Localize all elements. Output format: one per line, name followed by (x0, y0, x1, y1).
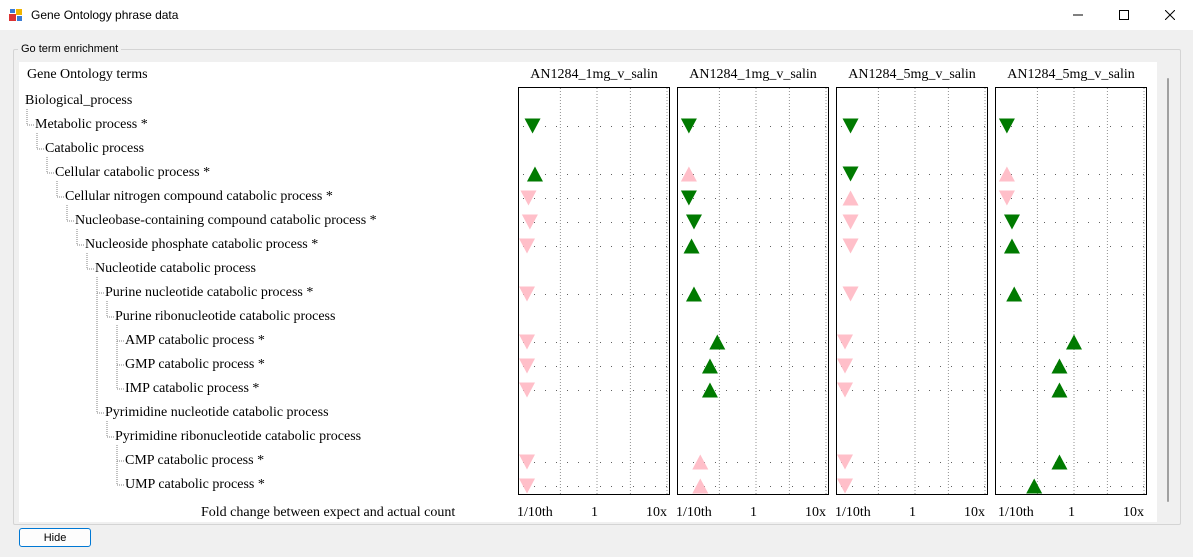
minimize-button[interactable] (1055, 0, 1101, 30)
x-axis-label: Fold change between expect and actual co… (201, 505, 456, 520)
triangle-down-marker (837, 358, 853, 374)
triangle-down-marker (842, 214, 859, 230)
triangle-down-marker (524, 118, 541, 134)
tree-item[interactable]: CMP catabolic process * (125, 453, 265, 468)
triangle-down-marker (842, 286, 859, 302)
triangle-down-marker (837, 454, 853, 470)
tree-item[interactable]: Catabolic process (45, 141, 145, 156)
triangle-up-marker (1066, 334, 1082, 350)
triangle-down-marker (680, 118, 697, 134)
triangle-down-marker (837, 382, 853, 398)
triangle-up-marker (998, 166, 1015, 182)
minimize-icon (1073, 14, 1083, 16)
fold-change-plot (677, 87, 829, 495)
tree-item[interactable]: Nucleoside phosphate catabolic process * (85, 237, 319, 252)
triangle-up-marker (1051, 382, 1068, 398)
triangle-up-marker (709, 334, 726, 350)
tick-label: 1 (1068, 505, 1075, 520)
triangle-down-marker (519, 334, 535, 350)
tick-label: 1/10th (676, 505, 712, 520)
triangle-up-marker (683, 238, 700, 254)
triangle-down-marker (519, 358, 535, 374)
enrichment-panel: Gene Ontology terms Biological_process Me… (19, 62, 1157, 522)
tick-label: 1/10th (835, 505, 871, 520)
triangle-up-marker (680, 166, 697, 182)
triangle-down-marker (520, 190, 537, 206)
close-icon (1165, 10, 1175, 20)
triangle-down-marker (685, 214, 702, 230)
tick-label: 10x (646, 505, 667, 520)
fold-change-plot (836, 87, 988, 495)
triangle-down-marker (519, 382, 535, 398)
triangle-up-marker (701, 382, 718, 398)
triangle-up-marker (692, 454, 709, 470)
triangle-down-marker (1003, 214, 1020, 230)
close-button[interactable] (1147, 0, 1193, 30)
triangle-down-marker (519, 238, 535, 254)
triangle-down-marker (998, 118, 1015, 134)
tree-item[interactable]: AMP catabolic process * (125, 333, 265, 348)
tree-connector-lines (26, 109, 125, 486)
tick-label: 10x (964, 505, 985, 520)
vertical-scrollbar[interactable] (1167, 78, 1169, 502)
tick-label: 10x (805, 505, 826, 520)
enrichment-groupbox (13, 49, 1181, 525)
triangle-down-marker (680, 190, 697, 206)
triangle-up-marker (1003, 238, 1020, 254)
triangle-up-marker (1006, 286, 1023, 302)
tick-label: 1 (591, 505, 598, 520)
triangle-down-marker (842, 166, 859, 182)
tree-item[interactable]: Pyrimidine nucleotide catabolic process (105, 405, 329, 420)
triangle-down-marker (842, 118, 859, 134)
tree-item[interactable]: Nucleobase-containing compound catabolic… (75, 213, 377, 228)
tree-item[interactable]: Nucleotide catabolic process (95, 261, 256, 276)
tree-item[interactable]: Purine ribonucleotide catabolic process (115, 309, 336, 324)
tree-item[interactable]: IMP catabolic process * (125, 381, 260, 396)
triangle-down-marker (521, 214, 538, 230)
group-label: Go term enrichment (18, 43, 122, 55)
triangle-down-marker (837, 334, 853, 350)
maximize-button[interactable] (1101, 0, 1147, 30)
tree-item[interactable]: Purine nucleotide catabolic process * (105, 285, 314, 300)
triangle-up-marker (685, 286, 702, 302)
window-title: Gene Ontology phrase data (31, 8, 179, 22)
tree-item[interactable]: Cellular catabolic process * (55, 165, 211, 180)
triangle-up-marker (1051, 358, 1068, 374)
app-icon (9, 9, 22, 21)
tree-item[interactable]: GMP catabolic process * (125, 357, 265, 372)
triangle-down-marker (519, 286, 535, 302)
column-title: AN1284_5mg_v_salin (1007, 67, 1135, 82)
tree-item[interactable]: Pyrimidine ribonucleotide catabolic proc… (115, 429, 362, 444)
triangle-up-marker (842, 190, 859, 206)
column-title: AN1284_1mg_v_salin (689, 67, 817, 82)
tree-item[interactable]: UMP catabolic process * (125, 477, 265, 492)
tick-label: 1/10th (998, 505, 1034, 520)
triangle-down-marker (998, 190, 1015, 206)
tree-item[interactable]: Metabolic process * (35, 117, 148, 132)
fold-change-plot (518, 87, 670, 495)
title-bar: Gene Ontology phrase data (0, 0, 1193, 30)
tick-label: 1 (909, 505, 916, 520)
column-title: AN1284_1mg_v_salin (530, 67, 658, 82)
triangle-down-marker (519, 454, 535, 470)
hide-button[interactable]: Hide (19, 528, 91, 547)
tick-label: 1 (750, 505, 757, 520)
tick-label: 10x (1123, 505, 1144, 520)
tree-header: Gene Ontology terms (27, 67, 148, 82)
tick-label: 1/10th (517, 505, 553, 520)
tree-item[interactable]: Cellular nitrogen compound catabolic pro… (65, 189, 333, 204)
triangle-up-marker (1051, 454, 1068, 470)
triangle-up-marker (692, 478, 709, 494)
tree-item[interactable]: Biological_process (25, 93, 133, 108)
triangle-up-marker (526, 166, 543, 182)
triangle-up-marker (1026, 478, 1043, 494)
triangle-down-marker (519, 478, 535, 494)
triangle-down-marker (842, 238, 859, 254)
triangle-down-marker (837, 478, 853, 494)
triangle-up-marker (701, 358, 718, 374)
fold-change-plot (995, 87, 1147, 495)
column-title: AN1284_5mg_v_salin (848, 67, 976, 82)
maximize-icon (1119, 10, 1129, 20)
